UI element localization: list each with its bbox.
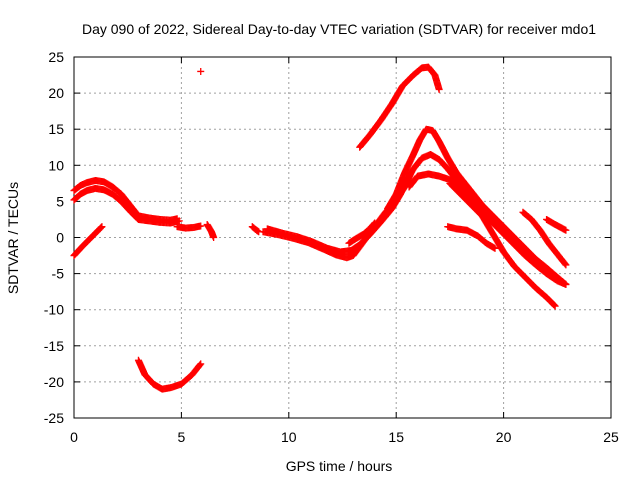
axis-ticks: 0 5 10 15 20 25 -25 -20 -15 -10 -5 0 5 10 15 20 25 (44, 49, 619, 445)
data-point (562, 261, 570, 269)
y-tick-label: 0 (56, 230, 64, 246)
series-arc-f (203, 221, 218, 241)
x-tick-label: 5 (178, 429, 186, 445)
series-arc-p (446, 179, 493, 227)
series-arc-j (263, 176, 411, 256)
data-point (197, 222, 205, 230)
data-point (561, 260, 569, 268)
data-point (435, 85, 443, 93)
x-tick-label: 20 (496, 429, 512, 445)
series-arc-g (134, 356, 205, 393)
series-arc-d (173, 222, 205, 232)
x-tick-label: 25 (603, 429, 619, 445)
y-tick-label: 15 (48, 121, 64, 137)
series-arc-r (519, 208, 570, 269)
data-point (483, 217, 491, 225)
data-point (196, 361, 204, 369)
series-arc-k (345, 219, 379, 247)
data-points (70, 63, 570, 393)
data-point (97, 223, 105, 231)
x-tick-label: 10 (281, 429, 297, 445)
data-point (562, 226, 570, 234)
y-tick-label: -10 (44, 302, 64, 318)
data-point (562, 280, 570, 288)
data-point (98, 223, 106, 231)
y-tick-label: 25 (48, 49, 64, 65)
series-arc-e (197, 67, 205, 75)
x-axis-title: GPS time / hours (286, 458, 393, 474)
y-tick-label: 5 (56, 193, 64, 209)
data-point (197, 360, 205, 368)
series-arc-q (444, 223, 499, 252)
data-point (96, 224, 104, 232)
y-axis-title: SDTVAR / TECUs (5, 182, 21, 294)
y-tick-label: -20 (44, 374, 64, 390)
series-arc-a (70, 176, 181, 224)
data-point (491, 244, 499, 252)
data-point (550, 301, 558, 309)
chart-title: Day 090 of 2022, Sidereal Day-to-day VTE… (82, 21, 596, 37)
data-point (370, 220, 378, 228)
y-tick-label: -5 (52, 266, 65, 282)
x-tick-label: 0 (70, 429, 78, 445)
series-arc-h (248, 223, 263, 236)
grid (74, 57, 611, 418)
data-point (197, 67, 205, 75)
y-tick-label: -25 (44, 410, 64, 426)
y-tick-label: 10 (48, 157, 64, 173)
y-tick-label: -15 (44, 338, 64, 354)
series-arc-o (405, 170, 559, 310)
data-point (175, 217, 183, 225)
data-point (485, 219, 493, 227)
series-arc-b (70, 184, 183, 227)
y-tick-label: 20 (48, 85, 64, 101)
data-point (550, 301, 558, 309)
series-arc-i (259, 169, 415, 262)
data-point (371, 219, 379, 227)
x-tick-label: 15 (388, 429, 404, 445)
data-point (551, 302, 559, 310)
data-point (210, 234, 218, 241)
series-arc-c (70, 223, 106, 260)
data-point (484, 218, 492, 226)
series-arc-l (356, 63, 443, 151)
series-arc-s (543, 215, 570, 234)
